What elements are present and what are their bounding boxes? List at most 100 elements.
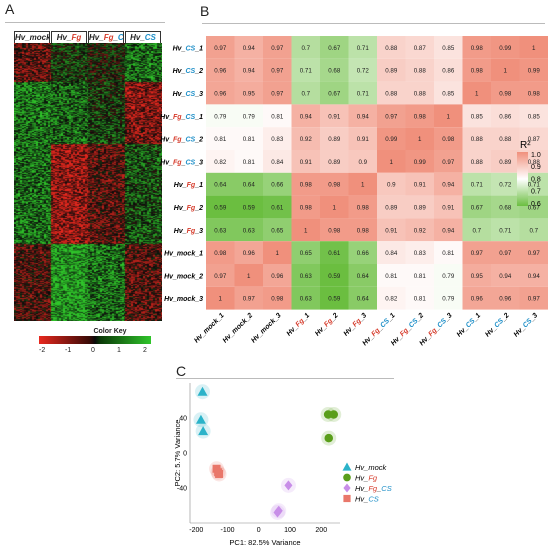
heatmap-cell-value: 0.92 <box>414 227 427 234</box>
heatmap-cell <box>405 218 434 242</box>
heatmap-cell-value: 0.7 <box>472 227 481 234</box>
heatmap-cell-value: 0.79 <box>442 296 455 303</box>
heatmap-cell <box>348 150 377 173</box>
heatmap-cell <box>320 150 349 173</box>
heatmap-cell-value: 0.97 <box>271 68 284 75</box>
heatmap-legend-title: R² <box>520 140 531 151</box>
heatmap-cell-value: 0.91 <box>300 159 313 166</box>
heatmap-cell <box>434 195 463 219</box>
heatmap-cell <box>234 172 263 196</box>
heatmap-cell-value: 0.88 <box>528 159 541 166</box>
heatmap-cell <box>291 36 320 59</box>
heatmap-cell-value: 0.98 <box>471 68 484 75</box>
color-key-tick: 2 <box>143 347 147 354</box>
heatmap-cell <box>405 195 434 219</box>
heatmap-cell <box>348 58 377 82</box>
heatmap-cell <box>320 81 349 105</box>
heatmap-cell <box>263 195 292 219</box>
heatmap-cell <box>234 81 263 105</box>
heatmap-cell <box>348 81 377 105</box>
heatmap-cell <box>377 286 406 310</box>
pca-x-tick: 100 <box>284 527 296 534</box>
heatmap-cell <box>519 36 548 59</box>
heatmap-cell-value: 0.98 <box>300 205 313 212</box>
heatmap-cell <box>519 218 548 242</box>
heatmap-cell-value: 0.97 <box>214 45 227 52</box>
heatmap-cell-value: 0.82 <box>214 159 227 166</box>
heatmap-cell-value: 0.86 <box>442 68 455 75</box>
pca-x-label: PC1: 82.5% Variance <box>229 538 300 547</box>
heatmap-cell-value: 0.94 <box>357 113 370 120</box>
heatmap-cell-value: 0.71 <box>300 68 313 75</box>
heatmap-cell <box>206 150 235 173</box>
heatmap-cell-value: 0.89 <box>414 205 427 212</box>
pca-point <box>273 507 282 518</box>
heatmap-cell <box>348 241 377 264</box>
heatmap-cell <box>377 58 406 82</box>
heatmap-cell-value: 0.67 <box>471 205 484 212</box>
heatmap-cell-value: 0.95 <box>471 273 484 280</box>
pca-x-tick: -200 <box>189 527 203 534</box>
pca-legend-label: Hv_CS <box>355 495 379 504</box>
pca-point <box>329 410 338 419</box>
heatmap-cell <box>320 127 349 150</box>
heatmap-cell-value: 0.94 <box>442 182 455 189</box>
heatmap-cell <box>320 172 349 196</box>
heatmap-legend-tick: 0.9 <box>531 164 541 171</box>
heatmap-cell <box>263 104 292 128</box>
heatmap-cell-value: 0.61 <box>271 205 284 212</box>
heatmap-cell-value: 0.98 <box>528 91 541 98</box>
heatmap-cell <box>434 172 463 196</box>
heatmap-cell <box>291 81 320 105</box>
heatmap-cell-value: 0.79 <box>243 113 256 120</box>
heatmap-cell-value: 0.98 <box>357 227 370 234</box>
heatmap-cell-value: 0.97 <box>442 159 455 166</box>
pca-x-tick: 0 <box>257 527 261 534</box>
heatmap-cell <box>519 264 548 287</box>
pca-y-tick: 0 <box>183 451 187 458</box>
heatmap-cell-value: 1 <box>304 227 308 234</box>
heatmap-cell-value: 0.96 <box>271 273 284 280</box>
heatmap-cell-value: 0.68 <box>499 205 512 212</box>
heatmap-cell-value: 0.98 <box>414 113 427 120</box>
heatmap-cell <box>434 36 463 59</box>
heatmap-cell-value: 0.85 <box>471 113 484 120</box>
heatmap-row-label: Hv_mock_3 <box>164 296 203 303</box>
heatmap-cell <box>348 195 377 219</box>
heatmap-cell-value: 0.87 <box>528 136 541 143</box>
heatmap-cell <box>206 58 235 82</box>
heatmap-cell-value: 0.64 <box>357 296 370 303</box>
heatmap-cell-value: 0.97 <box>499 250 512 257</box>
heatmap-col-label: Hv_mock_3 <box>250 312 283 345</box>
heatmap-legend-tick: 0.7 <box>531 189 541 196</box>
heatmap-legend-tick: 0.6 <box>531 201 541 208</box>
heatmap-cell <box>405 58 434 82</box>
heatmap-cell-value: 0.79 <box>442 273 455 280</box>
color-key-bar <box>39 336 151 344</box>
heatmap-cell-value: 0.91 <box>414 182 427 189</box>
heatmap-cell-value: 0.97 <box>528 250 541 257</box>
heatmap-cell-value: 1 <box>247 273 251 280</box>
heatmap-cell-value: 1 <box>532 45 536 52</box>
heatmap-cell-value: 0.88 <box>471 159 484 166</box>
heatmap-cell <box>320 36 349 59</box>
pca-y-tick: -40 <box>177 486 187 493</box>
heatmap-cell-value: 0.63 <box>300 273 313 280</box>
heatmap-cell-value: 0.64 <box>214 182 227 189</box>
panel-label-c: C <box>176 363 187 379</box>
heatmap-cell <box>234 286 263 310</box>
heatmap-cell <box>320 264 349 287</box>
pca-legend-label: Hv_mock <box>355 463 388 472</box>
color-key-title: Color Key <box>93 328 127 335</box>
heatmap-cell-value: 0.91 <box>442 205 455 212</box>
heatmap-cell <box>263 172 292 196</box>
heatmap-cell <box>434 241 463 264</box>
heatmap-cell-value: 0.98 <box>357 205 370 212</box>
heatmap-cell <box>405 150 434 173</box>
heatmap-col-label: Hv_Fg_2 <box>314 312 340 338</box>
heatmap-cell <box>377 36 406 59</box>
color-key-tick: 1 <box>117 347 121 354</box>
heatmap-cell-value: 0.71 <box>471 182 484 189</box>
pca-point <box>284 480 293 491</box>
heatmap-cell <box>405 172 434 196</box>
